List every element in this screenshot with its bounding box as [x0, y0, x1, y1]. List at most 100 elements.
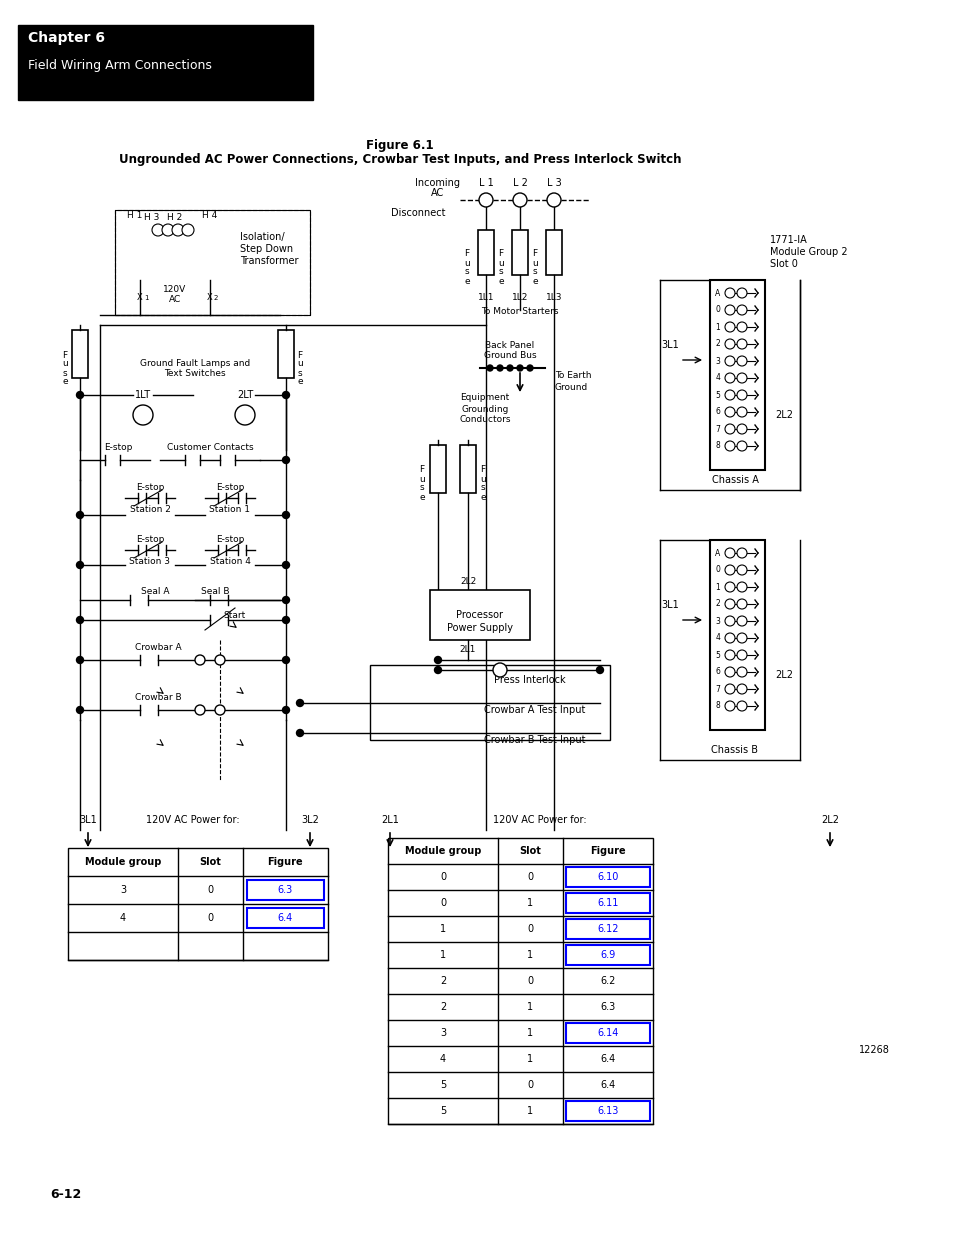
Text: Press Interlock: Press Interlock [494, 676, 565, 685]
Circle shape [724, 322, 734, 332]
Text: Disconnect: Disconnect [391, 207, 445, 219]
Text: Ungrounded AC Power Connections, Crowbar Test Inputs, and Press Interlock Switch: Ungrounded AC Power Connections, Crowbar… [118, 153, 680, 167]
Circle shape [596, 667, 603, 673]
Text: F: F [480, 466, 485, 474]
Circle shape [76, 562, 84, 568]
Text: 12268: 12268 [859, 1045, 889, 1055]
Text: To Motor Starters: To Motor Starters [480, 308, 558, 316]
Text: 4: 4 [439, 1053, 446, 1065]
Circle shape [434, 657, 441, 663]
Circle shape [724, 650, 734, 659]
Bar [430, 445, 446, 493]
Text: Grounding: Grounding [461, 405, 508, 414]
Circle shape [214, 655, 225, 664]
Text: 6.3: 6.3 [277, 885, 293, 895]
Circle shape [724, 288, 734, 298]
Text: 1: 1 [715, 322, 720, 331]
Text: Station 1: Station 1 [210, 505, 251, 515]
Circle shape [724, 634, 734, 643]
Text: 3L1: 3L1 [660, 340, 679, 350]
Text: 2L1: 2L1 [380, 815, 398, 825]
Text: 6.12: 6.12 [597, 924, 618, 934]
Text: 1: 1 [526, 1002, 533, 1011]
Text: 1L3: 1L3 [545, 294, 561, 303]
Text: 3L1: 3L1 [660, 600, 679, 610]
Circle shape [737, 390, 746, 400]
Text: 0: 0 [526, 976, 533, 986]
Bar [565, 893, 649, 913]
Text: 6.3: 6.3 [599, 1002, 615, 1011]
Circle shape [282, 657, 289, 663]
Text: E-stop: E-stop [215, 536, 244, 545]
Text: L 1: L 1 [478, 178, 493, 188]
Circle shape [434, 667, 441, 673]
Text: Figure 6.1: Figure 6.1 [366, 138, 434, 152]
Text: s: s [464, 268, 469, 277]
Text: Equipment: Equipment [460, 394, 509, 403]
Text: 1L2: 1L2 [511, 294, 528, 303]
Text: Back Panel: Back Panel [485, 341, 534, 350]
Text: s: s [419, 483, 424, 493]
Circle shape [724, 564, 734, 576]
Text: Ground: Ground [555, 383, 588, 391]
Circle shape [737, 650, 746, 659]
Text: 3: 3 [715, 616, 720, 625]
Text: Crowbar A: Crowbar A [135, 643, 181, 652]
Circle shape [282, 391, 289, 399]
Text: Chassis A: Chassis A [711, 475, 758, 485]
Circle shape [737, 564, 746, 576]
Circle shape [724, 305, 734, 315]
Bar [565, 867, 649, 887]
Text: 120V: 120V [163, 285, 187, 294]
Text: 6: 6 [715, 408, 720, 416]
Circle shape [737, 667, 746, 677]
Circle shape [724, 424, 734, 433]
Circle shape [506, 366, 513, 370]
Circle shape [724, 441, 734, 451]
Text: 2: 2 [715, 599, 720, 609]
Circle shape [497, 366, 502, 370]
Text: 7: 7 [715, 684, 720, 694]
Text: 120V AC Power for:: 120V AC Power for: [146, 815, 239, 825]
Text: A: A [715, 289, 720, 298]
Circle shape [513, 193, 526, 207]
Circle shape [737, 424, 746, 433]
Text: F: F [62, 351, 68, 359]
Text: E-stop: E-stop [104, 442, 132, 452]
Text: 5: 5 [715, 390, 720, 399]
Text: 1: 1 [439, 924, 446, 934]
Text: F: F [497, 248, 503, 258]
Text: 3: 3 [439, 1028, 446, 1037]
Text: Crowbar A Test Input: Crowbar A Test Input [484, 705, 585, 715]
Text: Slot: Slot [518, 846, 540, 856]
Text: Conductors: Conductors [458, 415, 510, 425]
Circle shape [194, 655, 205, 664]
Bar [512, 230, 527, 275]
Circle shape [296, 730, 303, 736]
Text: 4: 4 [120, 913, 126, 923]
Circle shape [724, 684, 734, 694]
Text: s: s [63, 368, 68, 378]
Text: 8: 8 [715, 701, 720, 710]
Text: Seal B: Seal B [200, 588, 229, 597]
Circle shape [234, 405, 254, 425]
Text: Transformer: Transformer [240, 256, 298, 266]
Text: X: X [137, 294, 143, 303]
Circle shape [478, 193, 493, 207]
Bar [565, 1023, 649, 1044]
Circle shape [724, 599, 734, 609]
Text: 1: 1 [439, 950, 446, 960]
Text: L 2: L 2 [512, 178, 527, 188]
Bar [71, 330, 88, 378]
Text: 5: 5 [715, 651, 720, 659]
Text: A: A [715, 548, 720, 557]
Bar [68, 848, 328, 960]
Text: 1: 1 [526, 1028, 533, 1037]
Bar [565, 919, 649, 939]
Circle shape [737, 373, 746, 383]
Circle shape [737, 616, 746, 626]
Text: e: e [532, 277, 537, 285]
Text: 6.9: 6.9 [599, 950, 615, 960]
Circle shape [282, 457, 289, 463]
Circle shape [724, 373, 734, 383]
